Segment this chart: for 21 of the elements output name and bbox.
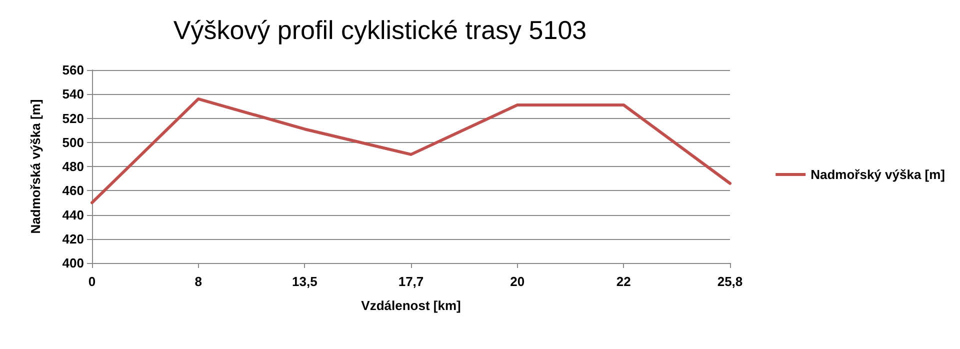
x-tick-label: 22	[616, 274, 631, 289]
y-tick-label: 500	[62, 134, 84, 150]
chart-title: Výškový profil cyklistické trasy 5103	[173, 15, 587, 45]
y-tick-label: 440	[62, 207, 84, 222]
x-tick-label: 8	[194, 274, 202, 289]
x-tick-label: 0	[88, 274, 96, 289]
line-series	[90, 97, 732, 204]
y-tick-label: 540	[62, 86, 84, 102]
y-tick-label: 420	[62, 231, 84, 246]
y-tick-label: 560	[62, 62, 84, 78]
x-axis-title: Vzdálenost [km]	[361, 298, 461, 313]
y-tick-label: 480	[62, 159, 84, 174]
legend-label: Nadmořský výška [m]	[810, 167, 946, 182]
x-tick-label: 17,7	[398, 274, 424, 289]
y-axis-title: Nadmořská výška [m]	[28, 99, 43, 234]
y-tick-label: 460	[62, 183, 84, 198]
x-tick-label: 20	[510, 274, 525, 289]
y-tick-label: 400	[62, 256, 84, 270]
y-tick-label: 520	[62, 110, 84, 126]
x-tick-label: 13,5	[292, 274, 318, 289]
x-tick-label: 25,8	[717, 274, 743, 289]
